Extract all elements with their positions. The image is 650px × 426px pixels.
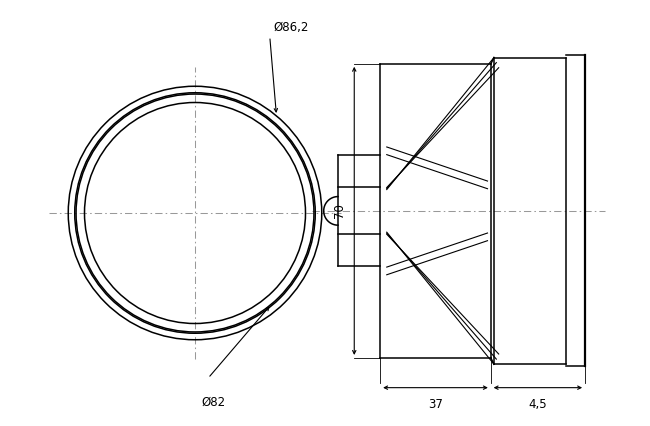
- Text: Ø86,2: Ø86,2: [273, 21, 308, 34]
- Text: 4,5: 4,5: [528, 398, 547, 412]
- Text: 70: 70: [333, 204, 346, 218]
- Text: 37: 37: [428, 398, 443, 412]
- Text: Ø82: Ø82: [202, 395, 226, 409]
